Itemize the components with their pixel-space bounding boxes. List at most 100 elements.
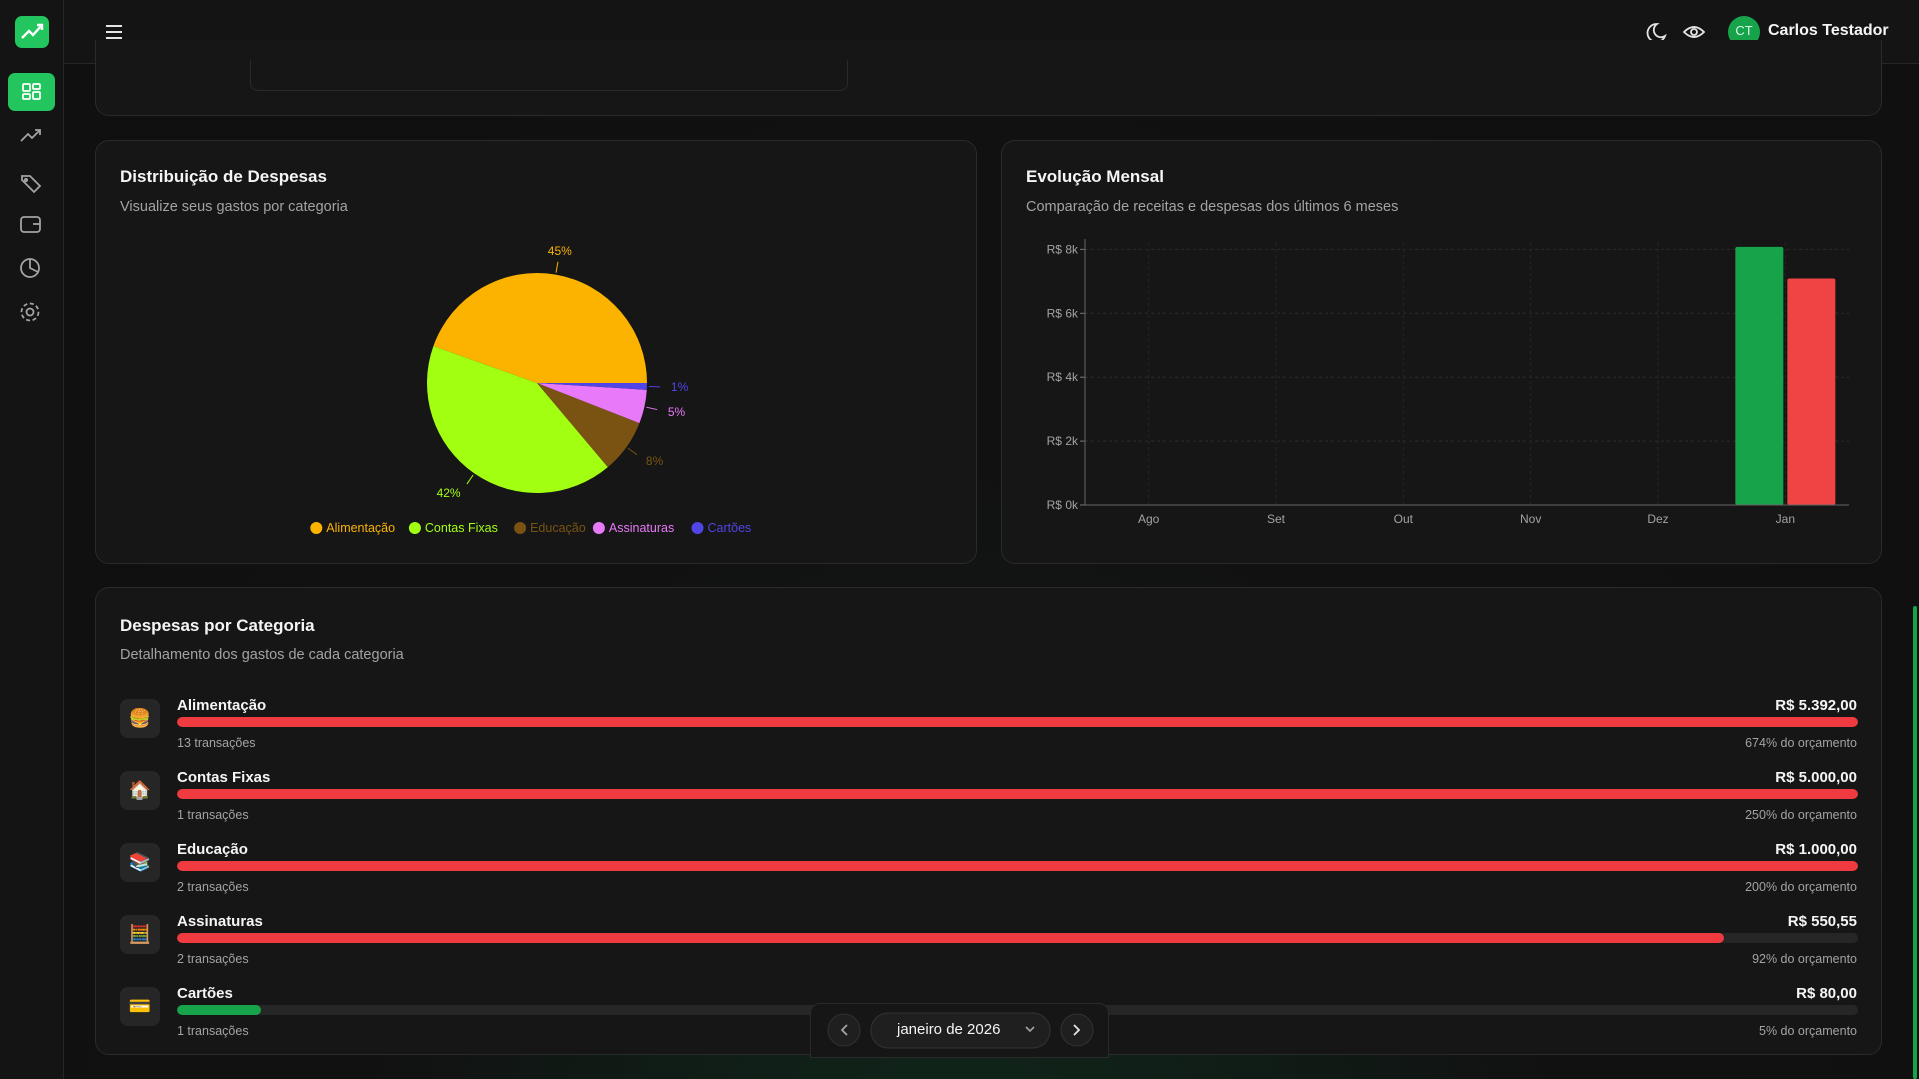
prev-icon [840,1024,848,1036]
progress-fill [177,717,1858,727]
category-icon: 🧮 [128,924,152,944]
category-icon-box: 📚 [120,843,160,882]
category-name: Assinaturas [177,913,263,930]
slice-label: 5% [668,405,686,419]
x-tick-label: Nov [1520,512,1541,526]
bar [1735,246,1784,505]
transaction-count: 13 transações [177,736,256,750]
category-icon: 📚 [128,852,152,872]
category-row: 🏠 Contas Fixas R$ 5.000,00 1 transações 250%… [96,769,1881,831]
budget-usage: 674% do orçamento [1745,736,1857,750]
avatar-initials: CT [1735,23,1753,38]
progress-track [177,861,1858,871]
budget-usage: 200% do orçamento [1745,880,1857,894]
pie-slice [537,383,647,424]
category-list: 🍔 Alimentação R$ 5.392,00 13 transações 674%… [96,588,1881,1054]
category-amount: R$ 550,55 [1787,913,1857,930]
category-row: 🍔 Alimentação R$ 5.392,00 13 transações 674%… [96,697,1881,759]
slice-label: 45% [548,244,572,258]
month-picker: janeiro de 2026 [810,1003,1109,1058]
transaction-count: 1 transações [177,1024,249,1038]
legend-swatch [310,522,323,534]
month-label: janeiro de 2026 [897,1021,1001,1038]
y-tick-label: R$ 0k [1047,498,1079,512]
category-amount: R$ 80,00 [1796,985,1857,1002]
category-icon-box: 🍔 [120,699,160,738]
summary-inner-box [250,60,848,91]
theme-toggle[interactable] [1646,23,1667,43]
summary-card [95,40,1882,116]
category-amount: R$ 5.000,00 [1775,769,1857,786]
card-title: Distribuição de Despesas [120,167,327,186]
nav-icons[interactable] [20,129,42,322]
legend-swatch [592,522,605,534]
category-icon: 🍔 [128,708,152,728]
label-line [555,261,559,273]
x-tick-label: Jan [1776,512,1795,526]
category-name: Educação [177,841,248,858]
visibility-toggle[interactable] [1682,26,1706,38]
progress-track [177,717,1858,727]
category-icon-box: 🏠 [120,771,160,810]
category-row: 📚 Educação R$ 1.000,00 2 transações 200% do … [96,841,1881,903]
legend-label: Educação [530,521,586,535]
x-tick-label: Out [1394,512,1414,526]
legend-label: Contas Fixas [425,521,498,535]
legend-label: Assinaturas [609,521,674,535]
legend-swatch [514,522,527,534]
dropdown-icon [1025,1026,1035,1033]
next-icon [1073,1024,1081,1036]
progress-track [177,933,1858,943]
progress-fill [177,861,1858,871]
bar [1787,278,1836,505]
category-row: 🧮 Assinaturas R$ 550,55 2 transações 92% do … [96,913,1881,975]
user-name[interactable]: Carlos Testador [1768,22,1889,39]
month-dropdown[interactable] [870,1012,1051,1049]
prev-month-button[interactable] [827,1013,861,1047]
sidebar-icons [8,16,55,322]
logo-glyph [21,23,44,39]
category-icon: 💳 [128,996,152,1016]
card-title: Despesas por Categoria [120,616,315,635]
bar-chart: R$ 0k R$ 2k R$ 4k R$ 6k R$ 8k Ago Set Out Nov Dez… [1047,239,1849,526]
category-name: Contas Fixas [177,769,271,786]
x-tick-label: Ago [1138,512,1160,526]
pie-chart: 45% 42% 8% 5% 1% Alimentação Contas Fixas Educa… [310,244,752,535]
card-subtitle: Comparação de receitas e despesas dos úl… [1026,199,1399,215]
slice-label: 42% [437,486,461,500]
progress-fill [177,933,1724,943]
category-name: Alimentação [177,697,267,714]
y-tick-label: R$ 2k [1047,434,1079,448]
pie-slice [537,383,647,390]
pie-slice [427,346,608,493]
y-tick-label: R$ 4k [1047,370,1079,384]
scrollbar[interactable] [1913,606,1917,1079]
distribution-card: Distribuição de Despesas Visualize seus … [95,140,977,564]
menu-button[interactable] [106,25,122,39]
card-subtitle: Detalhamento dos gastos de cada categori… [120,647,404,663]
category-icon-box: 💳 [120,987,160,1026]
category-icon: 🏠 [128,780,152,800]
legend-label: Cartões [708,521,752,535]
category-name: Cartões [177,985,233,1002]
categories-card: Despesas por Categoria Detalhamento dos … [95,587,1882,1055]
next-month-button[interactable] [1060,1013,1094,1047]
nav-dashboard[interactable] [8,73,55,111]
logo[interactable] [15,16,49,48]
picker-controls [827,1012,1094,1049]
nav-dashboard-icon [22,83,41,100]
progress-fill [177,1005,262,1015]
y-tick-label: R$ 8k [1047,242,1079,256]
pie-slice [537,383,640,468]
transaction-count: 1 transações [177,808,249,822]
transaction-count: 2 transações [177,880,249,894]
category-amount: R$ 5.392,00 [1775,697,1857,714]
label-line [466,474,474,485]
x-tick-label: Dez [1647,512,1668,526]
slice-label: 1% [671,380,689,394]
transaction-count: 2 transações [177,952,249,966]
card-title: Evolução Mensal [1026,167,1164,186]
slice-label: 8% [646,454,664,468]
legend-swatch [691,522,704,534]
